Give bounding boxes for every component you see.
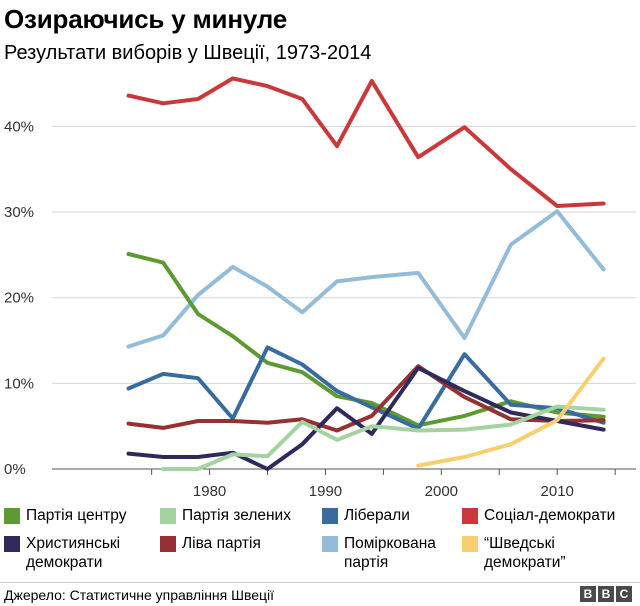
- legend-swatch: [4, 536, 20, 552]
- gridlines: [52, 125, 636, 384]
- y-tick-label: 0%: [4, 461, 26, 478]
- legend-label: “Шведські демократи”: [484, 534, 566, 572]
- y-tick-label: 10%: [4, 375, 34, 392]
- legend-label: Ліва партія: [182, 534, 261, 553]
- legend-label-line: демократи”: [484, 554, 566, 571]
- line-chart: 0% 10% 20% 30% 40% 1980 1990 2000 2010: [4, 76, 636, 500]
- series-line: [126, 76, 606, 208]
- bbc-logo-letter: C: [616, 586, 632, 602]
- legend-item: Партія центру: [4, 506, 126, 525]
- bbc-logo: B B C: [580, 586, 632, 602]
- legend-label-line: Ліберали: [344, 507, 410, 524]
- y-tick-label: 30%: [4, 204, 34, 221]
- legend-swatch: [160, 508, 176, 524]
- chart-title: Озираючись у минуле: [4, 4, 287, 34]
- legend-swatch: [160, 536, 176, 552]
- series-lines: [126, 76, 606, 471]
- legend-swatch: [4, 508, 20, 524]
- series-line: [126, 345, 606, 431]
- chart-subtitle: Результати виборів у Швеції, 1973-2014: [4, 42, 372, 64]
- series-line: [126, 365, 606, 471]
- legend-label: Поміркована партія: [344, 534, 436, 572]
- legend-label: Ліберали: [344, 506, 410, 525]
- legend-item: Поміркована партія: [322, 534, 436, 572]
- legend-label-line: Партія зелених: [182, 507, 291, 524]
- legend-swatch: [322, 536, 338, 552]
- x-tick-label: 1990: [309, 483, 342, 500]
- legend-label-line: “Шведські: [484, 535, 555, 552]
- legend-swatch: [322, 508, 338, 524]
- bbc-logo-letter: B: [580, 586, 596, 602]
- legend-label-line: Християнські: [26, 535, 121, 552]
- legend-label-line: Поміркована: [344, 535, 436, 552]
- legend: Партія центру Партія зелених Ліберали Со…: [0, 506, 640, 578]
- bbc-logo-letter: B: [598, 586, 614, 602]
- x-tick-label: 2010: [541, 483, 574, 500]
- series-line: [126, 252, 606, 428]
- footer: Джерело: Статистичне управління Швеції B…: [0, 582, 640, 606]
- legend-item: Ліва партія: [160, 534, 261, 553]
- axes: 0% 10% 20% 30% 40% 1980 1990 2000 2010: [4, 118, 636, 500]
- legend-label-line: демократи: [26, 554, 103, 571]
- legend-label-line: Ліва партія: [182, 535, 261, 552]
- legend-item: “Шведські демократи”: [462, 534, 566, 572]
- legend-label-line: Партія центру: [26, 507, 127, 524]
- legend-swatch: [462, 536, 478, 552]
- series-line: [416, 356, 606, 468]
- series-line: [161, 404, 606, 471]
- series-line: [126, 364, 606, 433]
- legend-item: Партія зелених: [160, 506, 291, 525]
- legend-label: Християнські демократи: [26, 534, 120, 572]
- source-note: Джерело: Статистичне управління Швеції: [4, 587, 275, 603]
- legend-item: Соціал-демократи: [462, 506, 615, 525]
- legend-label: Партія центру: [26, 506, 126, 525]
- legend-swatch: [462, 508, 478, 524]
- series-line: [126, 209, 606, 349]
- legend-label-line: Соціал-демократи: [484, 507, 616, 524]
- legend-label-line: партія: [344, 554, 389, 571]
- legend-item: Ліберали: [322, 506, 410, 525]
- legend-label: Соціал-демократи: [484, 506, 615, 525]
- legend-item: Християнські демократи: [4, 534, 120, 572]
- y-tick-label: 20%: [4, 290, 34, 307]
- y-tick-label: 40%: [4, 118, 34, 135]
- legend-label: Партія зелених: [182, 506, 291, 525]
- x-tick-label: 1980: [193, 483, 226, 500]
- x-tick-label: 2000: [425, 483, 458, 500]
